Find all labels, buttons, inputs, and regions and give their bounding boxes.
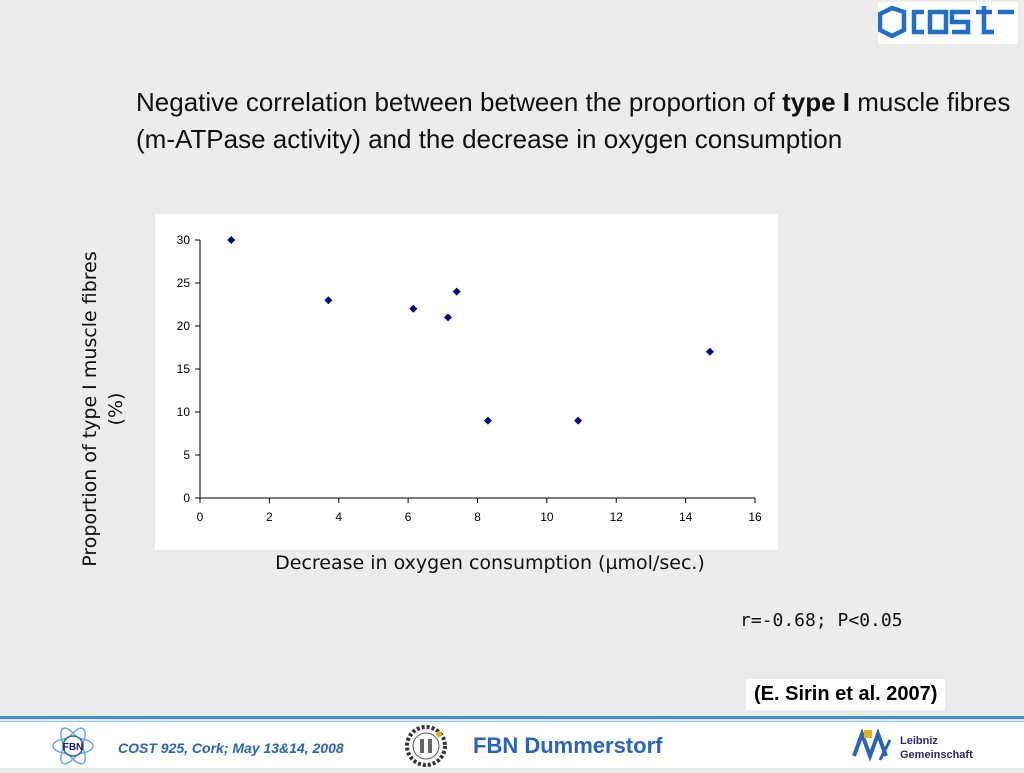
x-tick-label: 10 (540, 510, 554, 524)
fbn-logo-icon: FBN (50, 726, 96, 771)
y-tick-label: 30 (177, 233, 191, 247)
x-tick-label: 8 (474, 510, 481, 524)
x-tick-label: 6 (405, 510, 412, 524)
title-emphasis: type I (782, 87, 850, 117)
chain-seal-icon (403, 724, 449, 773)
data-point (483, 416, 492, 425)
x-tick-label: 4 (335, 510, 342, 524)
title-part-2: muscle fibres (m-ATPase activity) and th… (136, 87, 1011, 154)
y-tick-label: 5 (183, 448, 190, 462)
institute-name: FBN Dummerstorf (473, 733, 663, 758)
data-point (324, 296, 333, 305)
footer-divider-thin (0, 721, 1024, 722)
chart-area: 0 5 10 15 20 25 30 0 2 4 6 8 10 12 14 16 (155, 214, 778, 550)
y-axis-label: Proportion of type I muscle fibres (%) (79, 251, 127, 567)
conference-label: COST 925, Cork; May 13&14, 2008 (118, 740, 344, 756)
footer-divider (0, 716, 1024, 719)
correlation-stats: r=-0.68; P<0.05 (740, 610, 903, 631)
data-point (444, 313, 453, 322)
leibniz-text-1: Leibniz (900, 735, 938, 747)
data-point (227, 236, 236, 244)
cost-logo-icon (877, 5, 1014, 39)
y-tick-label: 20 (177, 319, 191, 333)
y-tick-label: 15 (177, 362, 191, 376)
x-tick-label: 16 (748, 510, 762, 524)
x-tick-label: 2 (266, 510, 273, 524)
x-tick-label: 14 (679, 510, 693, 524)
x-axis-label: Decrease in oxygen consumption (µmol/sec… (275, 552, 705, 574)
scatter-chart: 0 5 10 15 20 25 30 0 2 4 6 8 10 12 14 16 (177, 233, 762, 524)
leibniz-text-2: Gemeinschaft (900, 749, 973, 761)
page-title: Negative correlation between between the… (136, 84, 1016, 158)
citation: (E. Sirin et al. 2007) (746, 679, 946, 710)
title-part-1: Negative correlation between between the… (136, 87, 783, 117)
y-tick-label: 0 (183, 491, 190, 505)
cost-logo (877, 2, 1018, 44)
data-point (409, 304, 418, 313)
y-tick-label: 25 (177, 276, 191, 290)
data-point (705, 347, 714, 356)
leibniz-logo-icon: Leibniz Gemeinschaft (850, 726, 982, 771)
x-tick-label: 12 (610, 510, 624, 524)
x-tick-label: 0 (197, 510, 204, 524)
fbn-logo-text: FBN (63, 742, 84, 753)
data-point (574, 416, 583, 425)
data-point (452, 287, 461, 296)
y-tick-label: 10 (177, 405, 191, 419)
